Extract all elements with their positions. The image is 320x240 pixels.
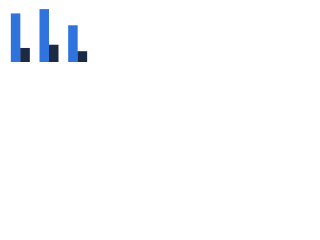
bar — [39, 9, 49, 62]
bar — [68, 25, 78, 63]
bar — [10, 13, 21, 62]
bar — [49, 44, 59, 62]
bar — [20, 47, 30, 62]
bar — [77, 51, 88, 62]
chart — [10, 9, 88, 63]
